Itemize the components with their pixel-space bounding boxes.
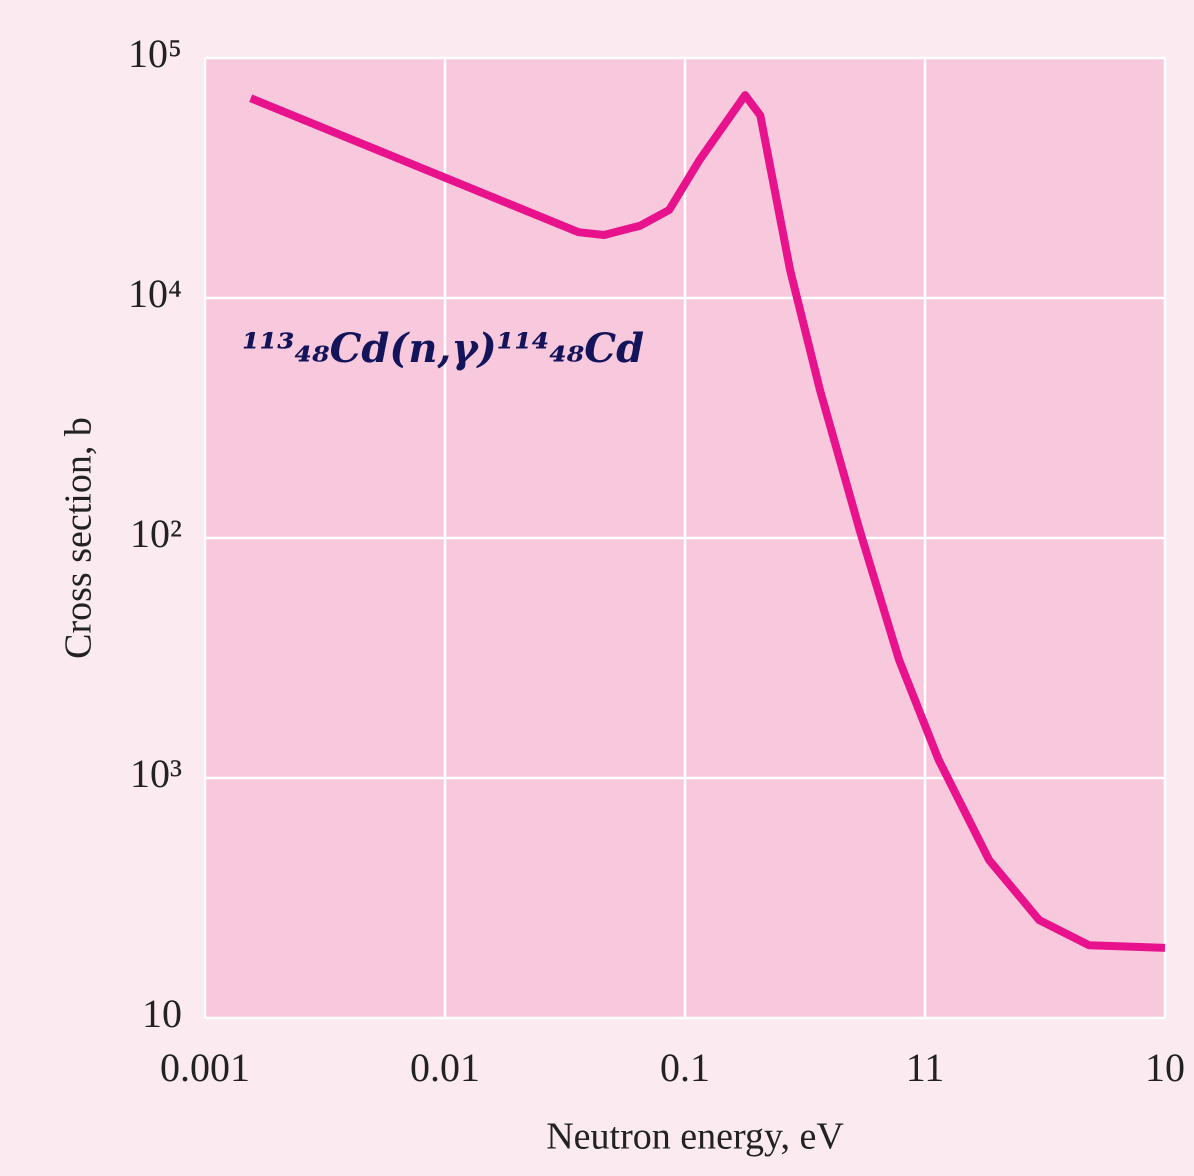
y-tick-label: 10	[142, 991, 182, 1036]
grid	[203, 56, 1167, 1020]
x-tick-label: 0.1	[660, 1045, 710, 1090]
y-tick-label: 10²	[130, 511, 182, 556]
y-axis-label: Cross section, b	[58, 417, 100, 659]
x-tick-label: 10	[1145, 1045, 1185, 1090]
marks	[249, 91, 1166, 952]
x-tick-label: 0.001	[160, 1045, 250, 1090]
y-tick-label: 10⁵	[128, 31, 182, 76]
annotation: ¹¹³₄₈Cd(n,γ)¹¹⁴₄₈Cd	[242, 325, 644, 372]
x-axis-label: Neutron energy, eV	[546, 1116, 844, 1158]
y-tick-label: 10⁴	[128, 271, 182, 316]
x-tick-label: 11	[906, 1045, 945, 1090]
data-line	[249, 91, 1166, 952]
x-tick-label: 0.01	[410, 1045, 480, 1090]
y-tick-label: 10³	[130, 751, 182, 796]
